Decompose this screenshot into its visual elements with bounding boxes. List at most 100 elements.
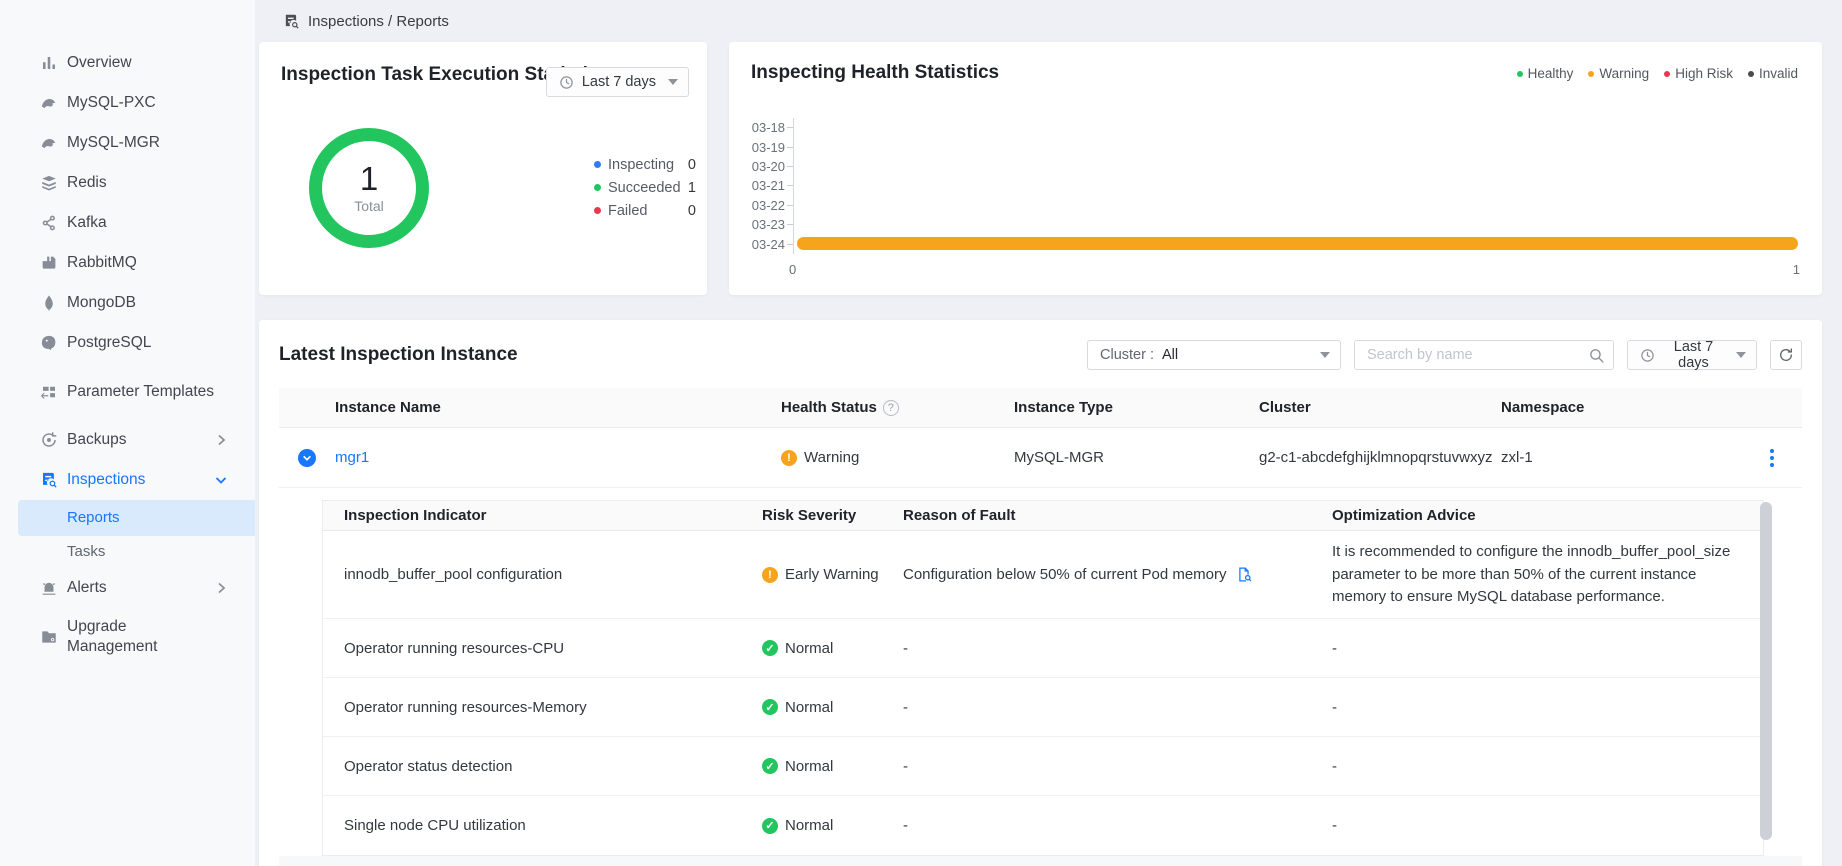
legend-value: 1 [688,180,696,196]
indicator-cell: innodb_buffer_pool configuration [323,566,762,583]
kafka-icon [40,214,58,232]
sidebar-item-label: Reports [67,509,120,528]
sidebar-item-overview[interactable]: Overview [0,43,255,83]
magnifier-icon[interactable] [1588,347,1605,364]
sidebar-item-mysql-mgr[interactable]: MySQL-MGR [0,123,255,163]
legend-dot [1664,71,1670,77]
subtable-row: Operator status detection ✓Normal - - [323,737,1763,796]
legend-dot [1517,71,1523,77]
collapse-row-button[interactable] [298,449,316,467]
sidebar-item-backups[interactable]: Backups [0,420,255,460]
x-tick-label-min: 0 [789,262,796,277]
exclamation-circle-icon: ! [781,450,797,466]
main-content: Inspections / Reports Inspection Task Ex… [255,0,1842,866]
header-health-status: Health Status ? [781,399,1014,416]
exec-range-select[interactable]: Last 7 days [546,67,689,97]
chevron-right-icon [215,582,227,594]
chevron-right-icon [215,434,227,446]
overview-icon [40,54,58,72]
sidebar-item-mysql-pxc[interactable]: MySQL-PXC [0,83,255,123]
legend-dot [594,207,601,214]
backups-icon [40,431,58,449]
header-cluster: Cluster [1259,399,1501,416]
sidebar-item-redis[interactable]: Redis [0,163,255,203]
instance-range-select[interactable]: Last 7 days [1627,340,1757,370]
breadcrumb[interactable]: Inspections / Reports [259,0,1822,42]
mongodb-leaf-icon [40,294,58,312]
legend-item-inspecting[interactable]: Inspecting 0 [594,153,696,176]
cluster-select[interactable]: Cluster : All [1087,340,1341,370]
sidebar-item-postgresql[interactable]: PostgreSQL [0,323,255,363]
subtable-header-row: Inspection Indicator Risk Severity Reaso… [323,501,1763,531]
sidebar-item-label: MongoDB [67,293,219,312]
search-input[interactable] [1367,347,1588,363]
legend-item-failed[interactable]: Failed 0 [594,199,696,222]
health-bar-chart: 03-18 03-19 03-20 03-21 03-22 03-23 03-2… [749,118,1800,254]
sidebar-item-alerts[interactable]: Alerts [0,568,255,608]
advice-cell: - [1332,758,1763,775]
instance-range-label: Last 7 days [1663,339,1724,371]
severity-badge: ! Early Warning [762,566,903,583]
sidebar-item-label: MySQL-MGR [67,133,219,152]
table-row: mgr1 ! Warning MySQL-MGR g2-c1-abcdefghi… [279,428,1802,488]
y-axis [793,118,1800,254]
legend-label: Failed [608,203,688,219]
sidebar-item-label: Inspections [67,470,219,489]
filters-bar: Cluster : All Last 7 days [1087,340,1802,370]
sidebar-item-label: Upgrade Management [67,617,219,656]
legend-label: High Risk [1675,66,1733,81]
y-tick-label: 03-18 [749,120,785,135]
sidebar-item-label: Alerts [67,578,219,597]
health-legend: Healthy Warning High Risk Invalid [1517,66,1798,81]
legend-label: Invalid [1759,66,1798,81]
sidebar-item-rabbitmq[interactable]: RabbitMQ [0,243,255,283]
legend-dot [1748,71,1754,77]
severity-text: Normal [785,817,833,834]
instance-name-link[interactable]: mgr1 [335,449,369,466]
severity-text: Normal [785,699,833,716]
sidebar-item-upgrade-management[interactable]: Upgrade Management [0,608,255,665]
check-circle-icon: ✓ [762,699,778,715]
sidebar-item-parameter-templates[interactable]: Parameter Templates [0,363,255,420]
exec-statistics-card: Inspection Task Execution Statistics? La… [259,42,707,295]
legend-item-invalid[interactable]: Invalid [1748,66,1798,81]
sidebar-item-label: Backups [67,430,219,449]
sidebar-item-reports[interactable]: Reports [18,500,255,536]
severity-text: Normal [785,758,833,775]
table-header-row: Instance Name Health Status ? Instance T… [279,388,1802,428]
health-statistics-card: Inspecting Health Statistics Healthy War… [729,42,1822,295]
legend-item-warning[interactable]: Warning [1588,66,1649,81]
y-tick-label: 03-19 [749,140,785,155]
instance-table: Instance Name Health Status ? Instance T… [279,388,1802,866]
sidebar-item-label: Tasks [67,543,105,562]
reason-text: - [903,758,1332,775]
search-box [1354,340,1614,370]
redis-stack-icon [40,174,58,192]
subtable-row: Single node CPU utilization ✓Normal - - [323,796,1763,855]
inspection-subtable: Inspection Indicator Risk Severity Reaso… [322,500,1764,856]
top-cards-row: Inspection Task Execution Statistics? La… [259,42,1822,295]
legend-item-high-risk[interactable]: High Risk [1664,66,1733,81]
indicator-cell: Operator running resources-Memory [323,699,762,716]
sidebar-item-label: MySQL-PXC [67,93,219,112]
sidebar-item-inspections[interactable]: Inspections [0,460,255,500]
sidebar-item-kafka[interactable]: Kafka [0,203,255,243]
y-tick-label: 03-21 [749,178,785,193]
x-tick-label-max: 1 [1793,262,1800,277]
subtable-scrollbar[interactable] [1760,502,1772,840]
sidebar-item-tasks[interactable]: Tasks [0,536,255,568]
sidebar-item-mongodb[interactable]: MongoDB [0,283,255,323]
refresh-button[interactable] [1770,340,1802,370]
legend-item-succeeded[interactable]: Succeeded 1 [594,176,696,199]
indicator-cell: Operator running resources-CPU [323,640,762,657]
sidebar-item-label: Overview [67,53,219,72]
kebab-menu-icon[interactable] [1742,449,1802,467]
exec-legend: Inspecting 0 Succeeded 1 Failed 0 [594,153,696,222]
legend-item-healthy[interactable]: Healthy [1517,66,1574,81]
document-search-icon[interactable] [1236,566,1253,583]
header-namespace: Namespace [1501,399,1742,416]
clock-icon [1640,348,1655,363]
chevron-down-icon [668,79,678,85]
subheader-reason: Reason of Fault [903,507,1332,524]
question-circle-icon[interactable]: ? [883,400,899,416]
